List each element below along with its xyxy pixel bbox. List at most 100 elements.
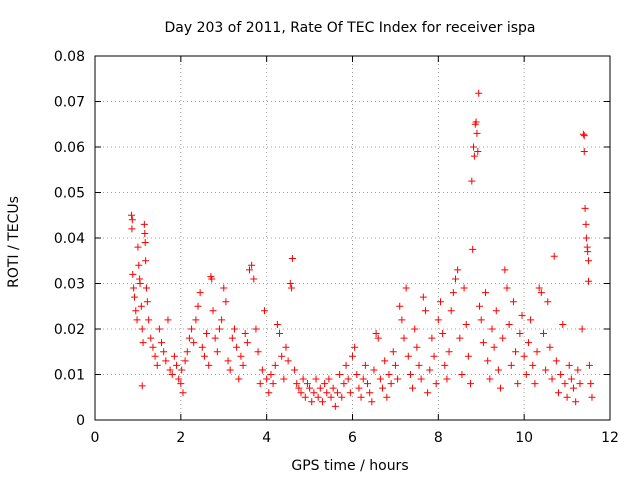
data-point [398, 316, 406, 324]
data-point [248, 261, 256, 269]
data-point [385, 371, 393, 378]
data-point [527, 316, 535, 324]
data-point [462, 320, 470, 328]
data-point [587, 380, 595, 388]
data-point [539, 330, 547, 338]
data-point [394, 375, 402, 383]
data-point [276, 330, 284, 338]
data-point [563, 393, 571, 401]
data-point [282, 343, 290, 351]
data-point [261, 307, 269, 315]
data-point [468, 177, 476, 185]
data-point [555, 389, 562, 397]
data-point [514, 380, 522, 388]
data-point [170, 352, 178, 360]
data-point [472, 118, 480, 126]
data-point [147, 334, 155, 342]
data-point [484, 357, 492, 365]
data-point [419, 293, 427, 301]
data-point [391, 361, 399, 369]
data-point [179, 389, 187, 397]
data-point [308, 398, 316, 406]
data-point [141, 239, 149, 247]
data-point [374, 334, 382, 342]
data-point [230, 325, 238, 333]
data-point [139, 339, 147, 347]
data-point [376, 375, 384, 383]
data-points [127, 89, 596, 410]
data-point [409, 384, 417, 392]
x-tick-label: 0 [91, 430, 100, 446]
data-point [127, 211, 135, 219]
data-point [160, 348, 168, 356]
data-point [301, 393, 309, 401]
data-point [458, 371, 466, 378]
data-point [473, 129, 481, 137]
data-point [200, 352, 208, 360]
data-point [291, 366, 299, 374]
data-point [579, 130, 587, 138]
data-point [215, 325, 223, 333]
data-point [177, 380, 185, 388]
data-point [535, 284, 543, 292]
data-point [211, 334, 219, 342]
data-point [164, 316, 172, 324]
x-tick-label: 4 [262, 430, 271, 446]
data-point [321, 380, 329, 388]
data-point [129, 270, 137, 278]
y-tick-label: 0.07 [54, 95, 85, 111]
data-point [584, 248, 592, 256]
data-point [449, 289, 457, 297]
data-point [237, 352, 245, 360]
data-point [476, 302, 484, 310]
y-tick-label: 0.02 [54, 322, 85, 338]
data-point [370, 366, 378, 374]
data-point [252, 325, 260, 333]
data-point [426, 366, 434, 374]
data-point [239, 361, 247, 369]
data-point [318, 398, 326, 406]
data-point [344, 375, 352, 383]
data-point [379, 384, 387, 392]
data-point [518, 311, 526, 319]
data-point [576, 380, 584, 388]
data-point [582, 220, 590, 228]
data-point [218, 316, 226, 324]
data-point [421, 307, 429, 315]
data-point [522, 371, 530, 378]
data-point [439, 330, 447, 338]
data-point [297, 389, 305, 397]
data-point [585, 277, 593, 285]
data-point [469, 245, 477, 253]
data-point [213, 348, 221, 356]
data-point [224, 357, 232, 365]
data-point [340, 380, 348, 388]
data-point [585, 257, 593, 265]
data-point [434, 316, 442, 324]
data-point [364, 380, 372, 388]
data-point [254, 348, 262, 356]
data-point [265, 389, 273, 397]
data-point [166, 366, 174, 374]
data-point [467, 380, 475, 388]
data-point [222, 298, 230, 306]
data-point [503, 284, 511, 292]
x-tick-label: 2 [176, 430, 185, 446]
data-point [561, 380, 569, 388]
data-point [424, 389, 432, 397]
data-point [413, 343, 421, 351]
data-point [411, 325, 419, 333]
data-point [588, 393, 596, 401]
data-point [256, 380, 264, 388]
data-point [153, 361, 161, 369]
data-point [143, 298, 151, 306]
data-point [499, 334, 507, 342]
data-point [141, 229, 149, 237]
data-point [565, 361, 573, 369]
data-point [464, 352, 472, 360]
data-point [400, 334, 408, 342]
data-point [383, 393, 391, 401]
data-point [482, 289, 490, 297]
data-point [136, 280, 144, 287]
data-point [353, 371, 361, 378]
